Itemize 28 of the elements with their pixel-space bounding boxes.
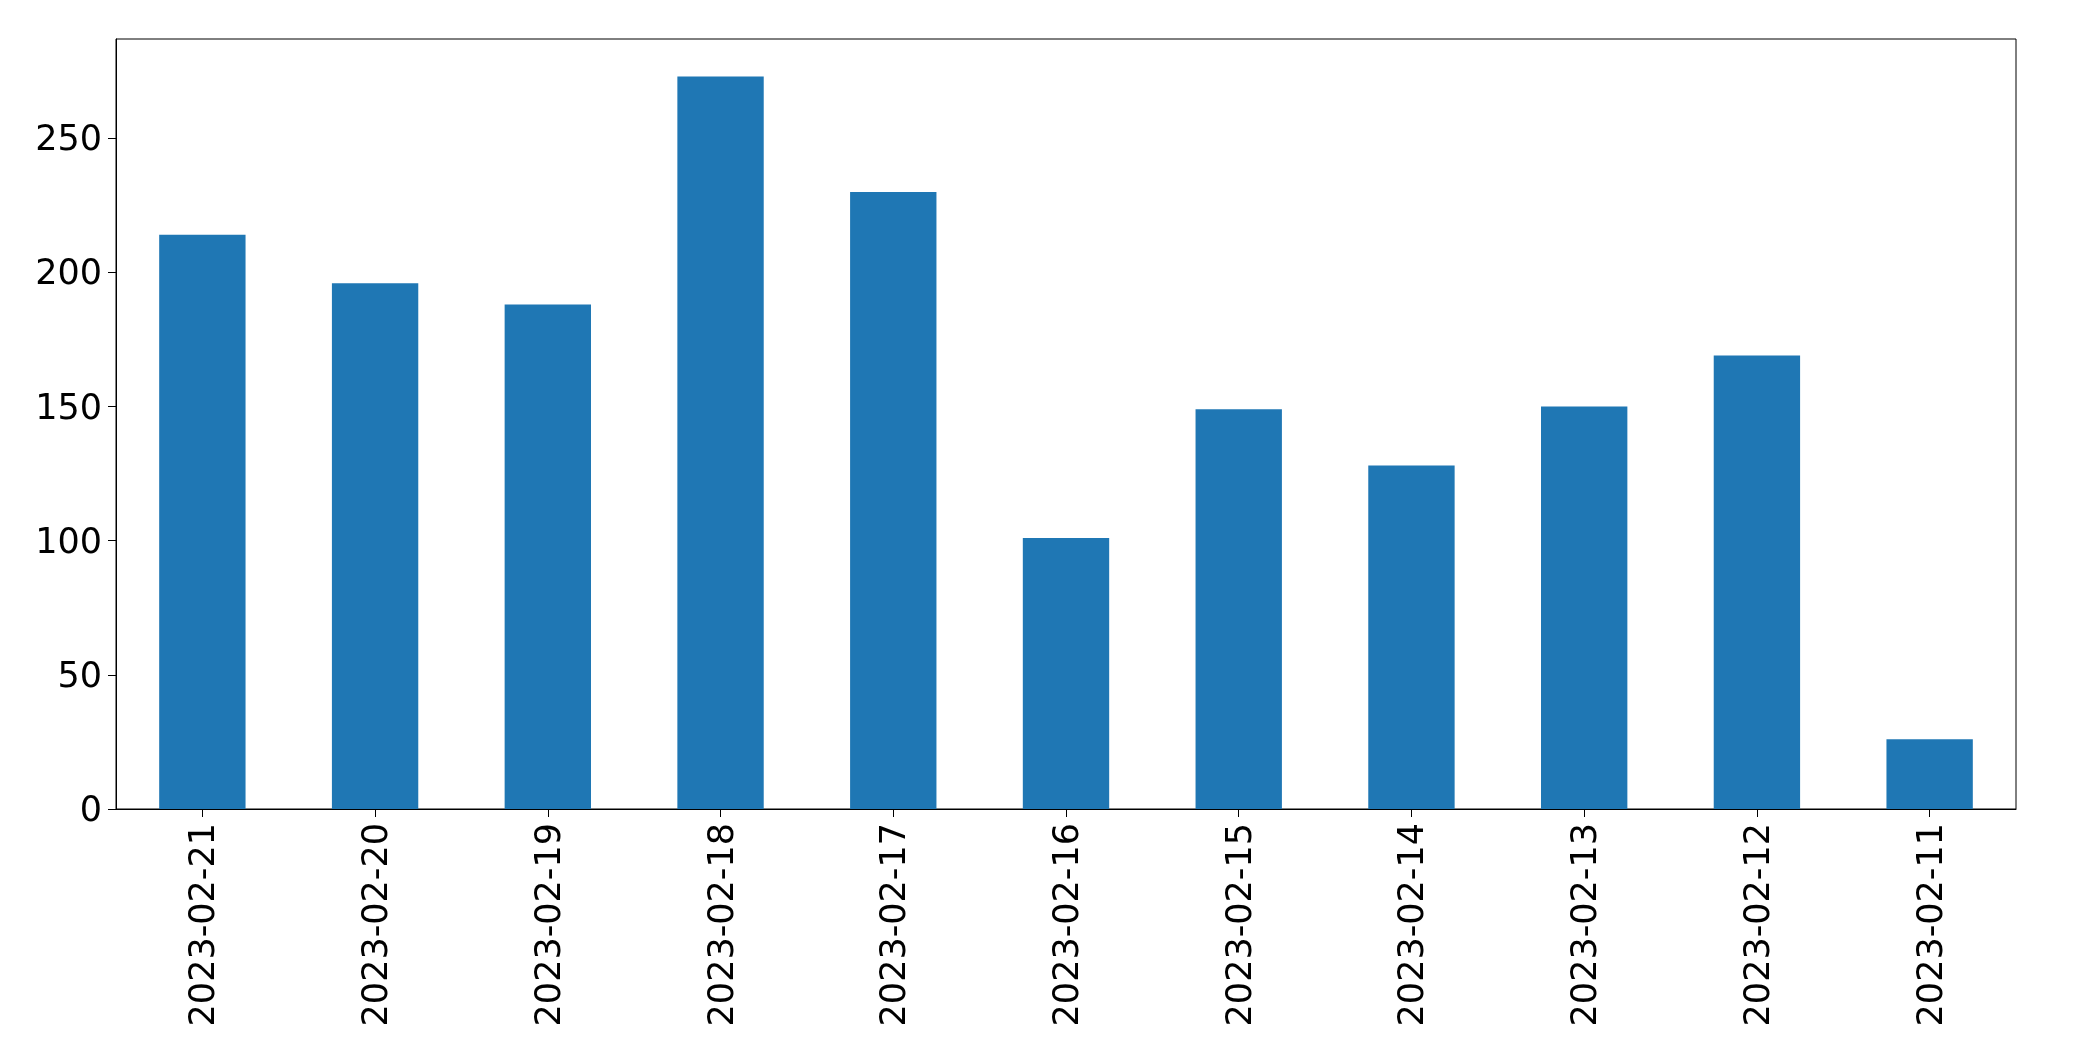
x-tick-label: 2023-02-14 [1391,823,1432,1027]
bar [1022,538,1110,809]
bar [1195,409,1282,809]
bar [331,283,419,809]
x-tick-label: 2023-02-21 [182,823,223,1027]
x-tick-label: 2023-02-17 [873,823,914,1027]
y-tick-label: 250 [35,118,102,159]
bar [1886,739,1973,809]
bar [504,304,591,809]
x-tick-label: 2023-02-16 [1046,823,1086,1027]
x-tick-label: 2023-02-18 [700,823,741,1027]
y-tick-label: 150 [35,386,102,427]
y-tick-label: 200 [35,252,102,293]
y-tick-label: 50 [57,654,102,695]
x-tick-label: 2023-02-12 [1736,823,1777,1027]
x-tick-label: 2023-02-20 [355,823,396,1027]
x-tick-label: 2023-02-11 [1909,823,1950,1027]
bar [1713,355,1801,809]
x-tick-label: 2023-02-13 [1564,823,1605,1027]
bar [677,76,764,809]
bar [850,191,937,809]
bar [1368,465,1455,809]
y-tick-label: 100 [35,520,102,561]
bar [159,234,246,809]
x-tick-label: 2023-02-15 [1218,823,1259,1027]
x-tick-label: 2023-02-19 [527,823,568,1027]
y-tick-label: 0 [79,789,102,829]
bar [1541,406,1628,809]
